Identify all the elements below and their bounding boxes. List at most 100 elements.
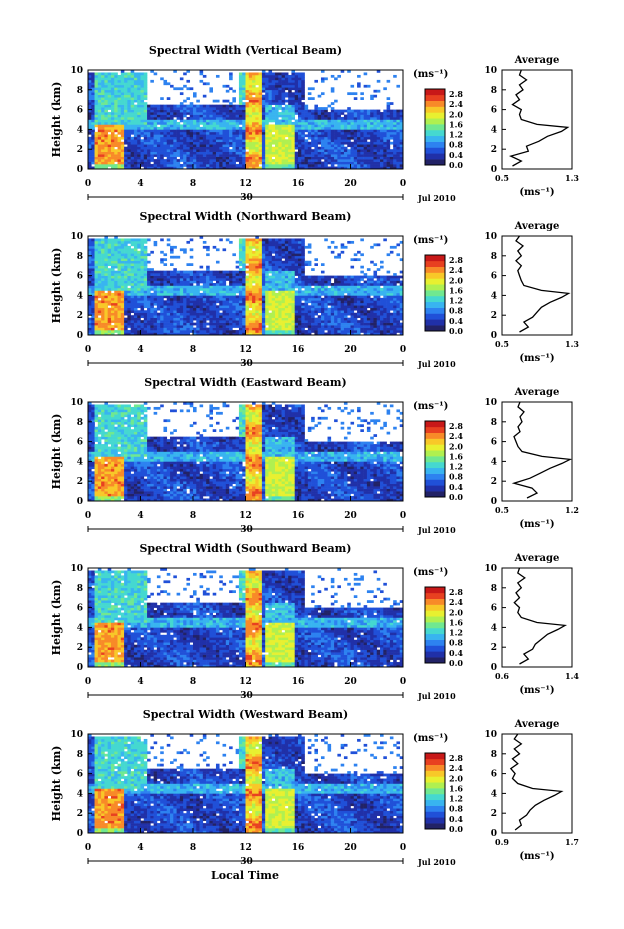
heatmap-cell [307,129,312,133]
heatmap-cell [370,151,374,155]
heatmap-cell [104,72,108,76]
heatmap-cell [242,302,246,306]
heatmap-cell [173,114,177,118]
heatmap-cell [334,159,338,162]
heatmap-cell [133,307,138,311]
heatmap-cell [255,285,259,289]
heatmap-cell [324,164,328,167]
heatmap-cell [101,260,105,264]
heatmap-cell [337,126,341,130]
heatmap-cell [337,124,341,128]
heatmap-cell [258,107,263,110]
heatmap-cell [166,109,171,113]
heatmap-cell [271,139,276,143]
heatmap-cell [143,273,148,276]
heatmap-cell [117,305,122,309]
heatmap-cell [219,317,223,321]
heatmap-cell [334,144,338,148]
heatmap-cell [91,82,95,86]
heatmap-cell [242,260,246,264]
heatmap-cell [189,238,194,242]
heatmap-cell [130,146,135,150]
heatmap-cell [117,74,122,78]
heatmap-cell [110,305,115,309]
heatmap-cell [110,161,115,165]
heatmap-cell [357,84,361,88]
heatmap-cell [186,126,191,130]
heatmap-cell [311,159,315,162]
heatmap-cell [271,320,276,323]
heatmap-cell [278,317,282,321]
heatmap-cell [343,156,348,160]
heatmap-cell [314,149,318,152]
heatmap-cell [363,144,368,148]
heatmap-cell [91,305,95,309]
heatmap-cell [320,134,325,138]
heatmap-cell [353,131,358,135]
heatmap-cell [117,119,122,123]
heatmap-cell [91,285,95,289]
heatmap-cell [196,141,200,145]
heatmap-cell [370,129,374,133]
heatmap-cell [311,131,315,135]
heatmap-cell [222,129,227,133]
heatmap-cell [160,287,164,291]
heatmap-cell [343,117,348,120]
heatmap-cell [337,149,341,152]
heatmap-cell [301,121,305,125]
heatmap-cell [120,332,125,336]
heatmap-cell [97,149,102,152]
heatmap-cell [120,285,125,289]
heatmap-cell [314,131,318,135]
heatmap-cell [183,273,187,276]
heatmap-cell [97,136,102,140]
heatmap-cell [101,134,105,138]
heatmap-cell [150,131,154,135]
heatmap-cell [350,112,355,115]
heatmap-cell [271,325,276,328]
heatmap-cell [245,156,250,160]
heatmap-cell [101,310,105,314]
heatmap-cell [133,245,138,249]
heatmap-cell [104,136,108,140]
heatmap-cell [124,307,128,311]
heatmap-cell [189,297,194,301]
heatmap-cell [235,265,240,269]
heatmap-cell [170,114,174,118]
heatmap-cell [396,121,401,125]
heatmap-cell [265,77,269,81]
heatmap-cell [324,161,328,165]
heatmap-cell [363,124,368,128]
heatmap-cell [383,124,387,128]
heatmap-cell [288,159,292,162]
heatmap-cell [130,154,135,157]
heatmap-cell [268,131,273,135]
heatmap-cell [330,144,335,148]
heatmap-cell [147,280,151,284]
heatmap-cell [88,263,92,266]
heatmap-cell [117,97,122,100]
heatmap-cell [150,107,154,110]
heatmap-cell [357,166,361,170]
heatmap-cell [189,129,194,133]
heatmap-cell [94,285,99,289]
heatmap-cell [140,278,145,281]
heatmap-cell [255,238,259,242]
heatmap-cell [160,141,164,145]
heatmap-cell [97,322,102,326]
heatmap-cell [242,238,246,242]
heatmap-cell [229,117,233,120]
heatmap-cell [337,151,341,155]
heatmap-cell [347,156,351,160]
heatmap-cell [104,248,108,252]
heatmap-cell [275,99,279,103]
heatmap-cell [215,161,220,165]
heatmap-cell [104,310,108,314]
heatmap-cell [281,126,286,130]
heatmap-cell [275,273,279,276]
heatmap-cell [140,144,145,148]
heatmap-cell [117,99,122,103]
heatmap-cell [140,109,145,113]
heatmap-cell [386,102,391,105]
heatmap-cell [88,322,92,326]
